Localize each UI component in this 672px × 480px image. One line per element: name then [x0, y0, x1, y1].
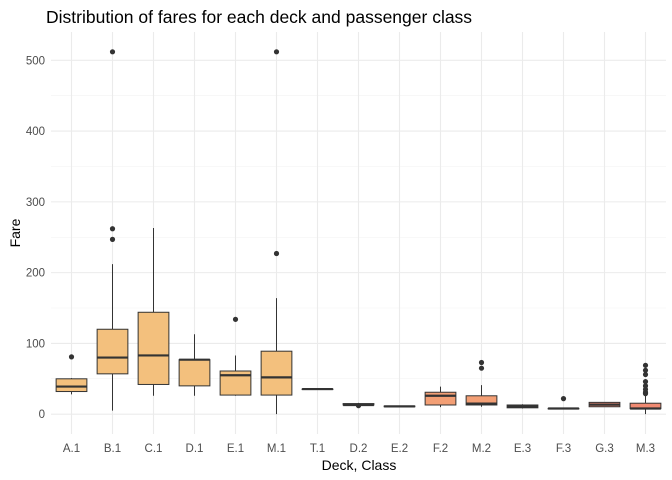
x-tick-label: F.3 [556, 443, 571, 455]
x-tick-label: B.1 [104, 443, 121, 455]
x-tick-label: E.1 [227, 443, 244, 455]
x-tick-label: M.1 [267, 443, 286, 455]
outlier-point [642, 383, 649, 389]
x-axis-title: Deck, Class [322, 457, 397, 473]
box-G-3 [588, 401, 621, 408]
box-M-1 [260, 49, 293, 415]
y-axis-ticks: 0 100 200 300 400 500 [26, 55, 45, 421]
y-tick-label: 200 [26, 268, 45, 280]
outlier-point [232, 316, 239, 322]
iqr-box [137, 311, 170, 385]
box-C-1 [137, 228, 170, 396]
outlier-point [560, 396, 567, 402]
chart-title: Distribution of fares for each deck and … [46, 7, 472, 27]
x-tick-label: M.3 [636, 443, 655, 455]
iqr-box [55, 378, 88, 393]
x-tick-label: G.3 [595, 443, 614, 455]
outlier-point [642, 367, 649, 373]
x-tick-label: M.2 [472, 443, 491, 455]
y-tick-label: 400 [26, 126, 45, 138]
x-tick-label: C.1 [145, 443, 163, 455]
iqr-box [178, 359, 211, 387]
box-B-1 [96, 49, 129, 411]
box-E-3 [506, 404, 539, 409]
x-axis-ticks: A.1 B.1 C.1 D.1 E.1 M.1 T.1 D.2 E.2 F.2 M.2 E.3 F.3 G… [63, 443, 655, 455]
box-series [55, 49, 662, 415]
x-tick-label: E.2 [391, 443, 408, 455]
outlier-point [355, 403, 362, 409]
box-D-2 [342, 402, 375, 409]
y-axis-title: Fare [7, 218, 23, 247]
outlier-point [478, 365, 485, 371]
x-tick-label: D.2 [350, 443, 368, 455]
x-tick-label: D.1 [186, 443, 204, 455]
box-E-1 [219, 316, 252, 396]
outlier-point [642, 371, 649, 378]
outlier-point [68, 354, 75, 360]
box-E-2 [383, 405, 416, 408]
x-tick-label: T.1 [310, 443, 325, 455]
iqr-box [260, 350, 293, 396]
box-M-3 [629, 362, 662, 415]
outlier-point [109, 226, 116, 232]
iqr-box [424, 391, 457, 406]
outlier-point [273, 49, 280, 55]
y-tick-label: 300 [26, 197, 45, 209]
outlier-point [273, 250, 280, 257]
box-A-1 [55, 354, 88, 395]
y-tick-label: 500 [26, 55, 45, 67]
x-tick-label: F.2 [433, 443, 448, 455]
x-tick-label: E.3 [514, 443, 531, 455]
outlier-point [478, 359, 485, 366]
outlier-point [642, 362, 649, 368]
outlier-point [642, 379, 649, 385]
box-D-1 [178, 334, 211, 396]
y-tick-label: 100 [26, 338, 45, 350]
x-tick-label: A.1 [63, 443, 80, 455]
y-tick-label: 0 [39, 409, 45, 421]
outlier-point [109, 49, 116, 55]
box-F-3 [547, 396, 580, 410]
iqr-box [465, 395, 498, 406]
iqr-box [96, 328, 129, 375]
box-M-2 [465, 359, 498, 407]
box-F-2 [424, 386, 457, 408]
box-T-1 [301, 387, 334, 391]
outlier-point [109, 236, 116, 242]
